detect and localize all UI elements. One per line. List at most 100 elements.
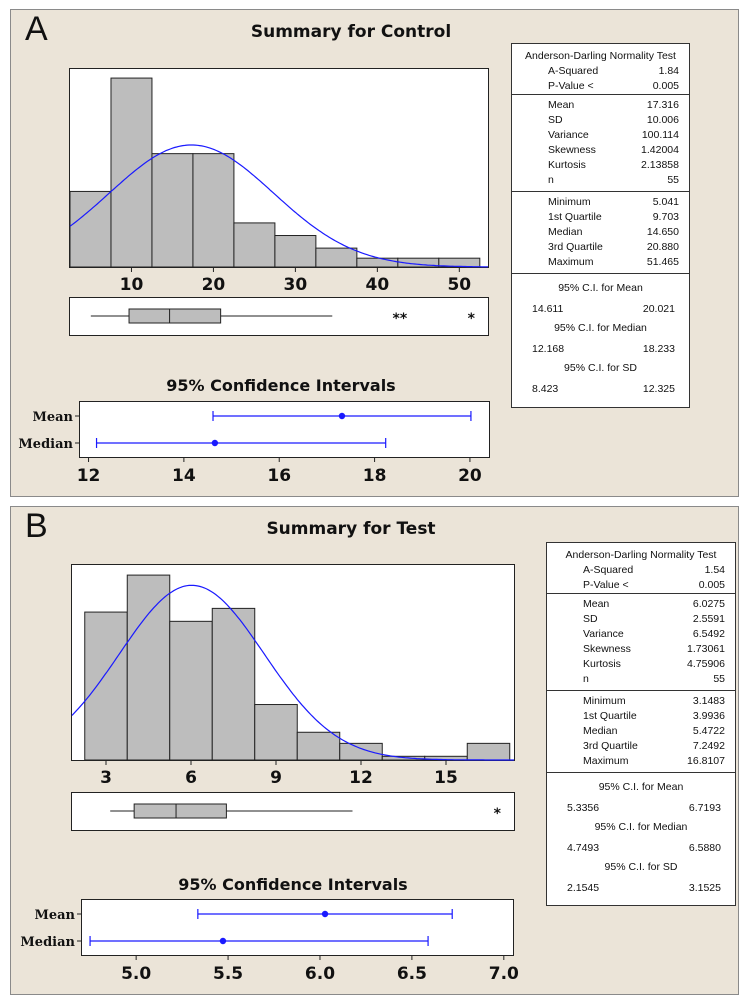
- ci-upper-value: 6.7193: [688, 802, 721, 814]
- x-tick-label: 3: [100, 768, 112, 788]
- normal-curve-line: [71, 584, 514, 761]
- stat-row: Variance 100.114: [512, 128, 689, 143]
- stat-label: 1st Quartile: [548, 211, 602, 223]
- ci-lower-value: 14.611: [532, 303, 564, 315]
- stat-row: Median 5.4722: [547, 724, 735, 739]
- stat-row: A-Squared 1.54: [547, 563, 735, 578]
- ci-lower-value: 4.7493: [567, 842, 600, 854]
- histogram-bar: [110, 77, 153, 268]
- boxplot-box: [128, 308, 222, 324]
- stat-label: Minimum: [583, 695, 626, 707]
- ci-row-label: Median: [20, 935, 75, 950]
- ci-block-label: 95% C.I. for Mean: [558, 282, 643, 294]
- x-tick-label: 10: [120, 275, 144, 295]
- histogram-bar: [315, 247, 358, 268]
- ci-x-tick-label: 7.0: [489, 964, 519, 984]
- panel-title: Summary for Test: [266, 519, 436, 539]
- histogram-bar: [274, 235, 317, 268]
- stats-ci-section: 95% C.I. for Mean 5.3356 6.7193 95% C.I. fo…: [547, 772, 735, 899]
- histogram-bar: [126, 574, 171, 761]
- stat-label: Median: [548, 226, 583, 238]
- x-tick-label: 40: [366, 275, 390, 295]
- stat-value: 20.880: [646, 241, 679, 253]
- ci-x-tick-label: 6.0: [305, 964, 335, 984]
- histogram-bar: [356, 257, 399, 268]
- ci-point-marker: [338, 412, 346, 420]
- stat-label: Kurtosis: [583, 658, 621, 670]
- stat-value: 0.005: [698, 579, 725, 591]
- ad-test-header: Anderson-Darling Normality Test: [565, 549, 717, 561]
- ci-upper-value: 18.233: [642, 343, 675, 355]
- stat-value: 3.1483: [692, 695, 725, 707]
- stat-value: 7.2492: [692, 740, 725, 752]
- stat-label: SD: [548, 114, 563, 126]
- boxplot-outlier: *: [494, 806, 502, 822]
- ci-upper-value: 6.5880: [688, 842, 721, 854]
- stats-quartiles-section: Minimum 3.1483 1st Quartile 3.9936 Median 5.4…: [547, 690, 735, 772]
- stat-value: 0.005: [652, 80, 679, 92]
- stat-label: Minimum: [548, 196, 591, 208]
- stat-label: P-Value <: [548, 80, 594, 92]
- stat-label: Mean: [548, 99, 575, 111]
- stat-value: 6.0275: [692, 598, 725, 610]
- histogram-bar: [466, 742, 511, 761]
- stat-row: n 55: [512, 173, 689, 188]
- histogram-chart: 3 6 9 12 15: [71, 564, 515, 788]
- ci-row-label: Mean: [32, 410, 73, 425]
- stat-row: Skewness 1.73061: [547, 642, 735, 657]
- x-tick-label: 9: [270, 768, 282, 788]
- stat-label: n: [548, 174, 554, 186]
- boxplot-outlier: *: [468, 311, 476, 327]
- ci-block-values: 12.168 18.233: [512, 342, 689, 357]
- stat-label: Skewness: [583, 643, 631, 655]
- stat-row: Mean 6.0275: [547, 597, 735, 612]
- stat-value: 16.8107: [687, 755, 725, 767]
- stat-value: 6.5492: [692, 628, 725, 640]
- stat-label: Variance: [548, 129, 589, 141]
- panel-title: Summary for Control: [250, 22, 452, 42]
- ci-point-marker: [219, 937, 227, 945]
- histogram-bar: [192, 153, 235, 268]
- stats-table: Anderson-Darling Normality Test A-Squared…: [511, 43, 690, 408]
- stat-row: P-Value < 0.005: [512, 79, 689, 94]
- ci-upper-value: 20.021: [642, 303, 675, 315]
- stat-label: SD: [583, 613, 598, 625]
- ci-block-label: 95% C.I. for Median: [554, 322, 647, 334]
- histogram-bar: [151, 153, 194, 268]
- stat-value: 4.75906: [687, 658, 725, 670]
- ci-chart: Mean Median 12 14 16 18 20: [18, 401, 490, 486]
- stat-label: Maximum: [583, 755, 629, 767]
- normal-curve-line: [69, 144, 488, 268]
- stat-row: SD 2.5591: [547, 612, 735, 627]
- boxplot-chart: * * *: [69, 297, 489, 336]
- stat-label: Mean: [583, 598, 610, 610]
- stat-label: Maximum: [548, 256, 594, 268]
- ci-block-label: 95% C.I. for SD: [604, 861, 678, 873]
- ci-x-tick-label: 14: [172, 466, 196, 486]
- x-tick-label: 12: [349, 768, 373, 788]
- stat-label: 3rd Quartile: [583, 740, 638, 752]
- stat-row: Kurtosis 2.13858: [512, 158, 689, 173]
- stat-value: 5.041: [652, 196, 679, 208]
- histogram-bar: [169, 620, 213, 761]
- ci-x-tick-label: 12: [77, 466, 101, 486]
- stat-value: 5.4722: [692, 725, 725, 737]
- stat-row: Minimum 3.1483: [547, 694, 735, 709]
- stat-value: 14.650: [646, 226, 679, 238]
- stat-label: n: [583, 673, 589, 685]
- stat-row: Kurtosis 4.75906: [547, 657, 735, 672]
- stat-row: 3rd Quartile 20.880: [512, 240, 689, 255]
- ci-block-label: 95% C.I. for SD: [564, 362, 637, 374]
- ci-x-tick-label: 6.5: [397, 964, 427, 984]
- stat-row: 1st Quartile 3.9936: [547, 709, 735, 724]
- ci-lower-value: 2.1545: [567, 882, 600, 894]
- ci-block-values: 2.1545 3.1525: [547, 881, 735, 896]
- x-tick-label: 6: [185, 768, 197, 788]
- ci-chart: Mean Median 5.0 5.5 6.0 6.5 7.0: [20, 899, 519, 984]
- stat-label: P-Value <: [583, 579, 629, 591]
- ci-x-tick-label: 5.0: [121, 964, 151, 984]
- stats-table: Anderson-Darling Normality Test A-Squared…: [546, 542, 736, 906]
- stat-value: 1.84: [658, 65, 679, 77]
- ci-upper-value: 12.325: [642, 383, 675, 395]
- stat-value: 100.114: [641, 129, 679, 141]
